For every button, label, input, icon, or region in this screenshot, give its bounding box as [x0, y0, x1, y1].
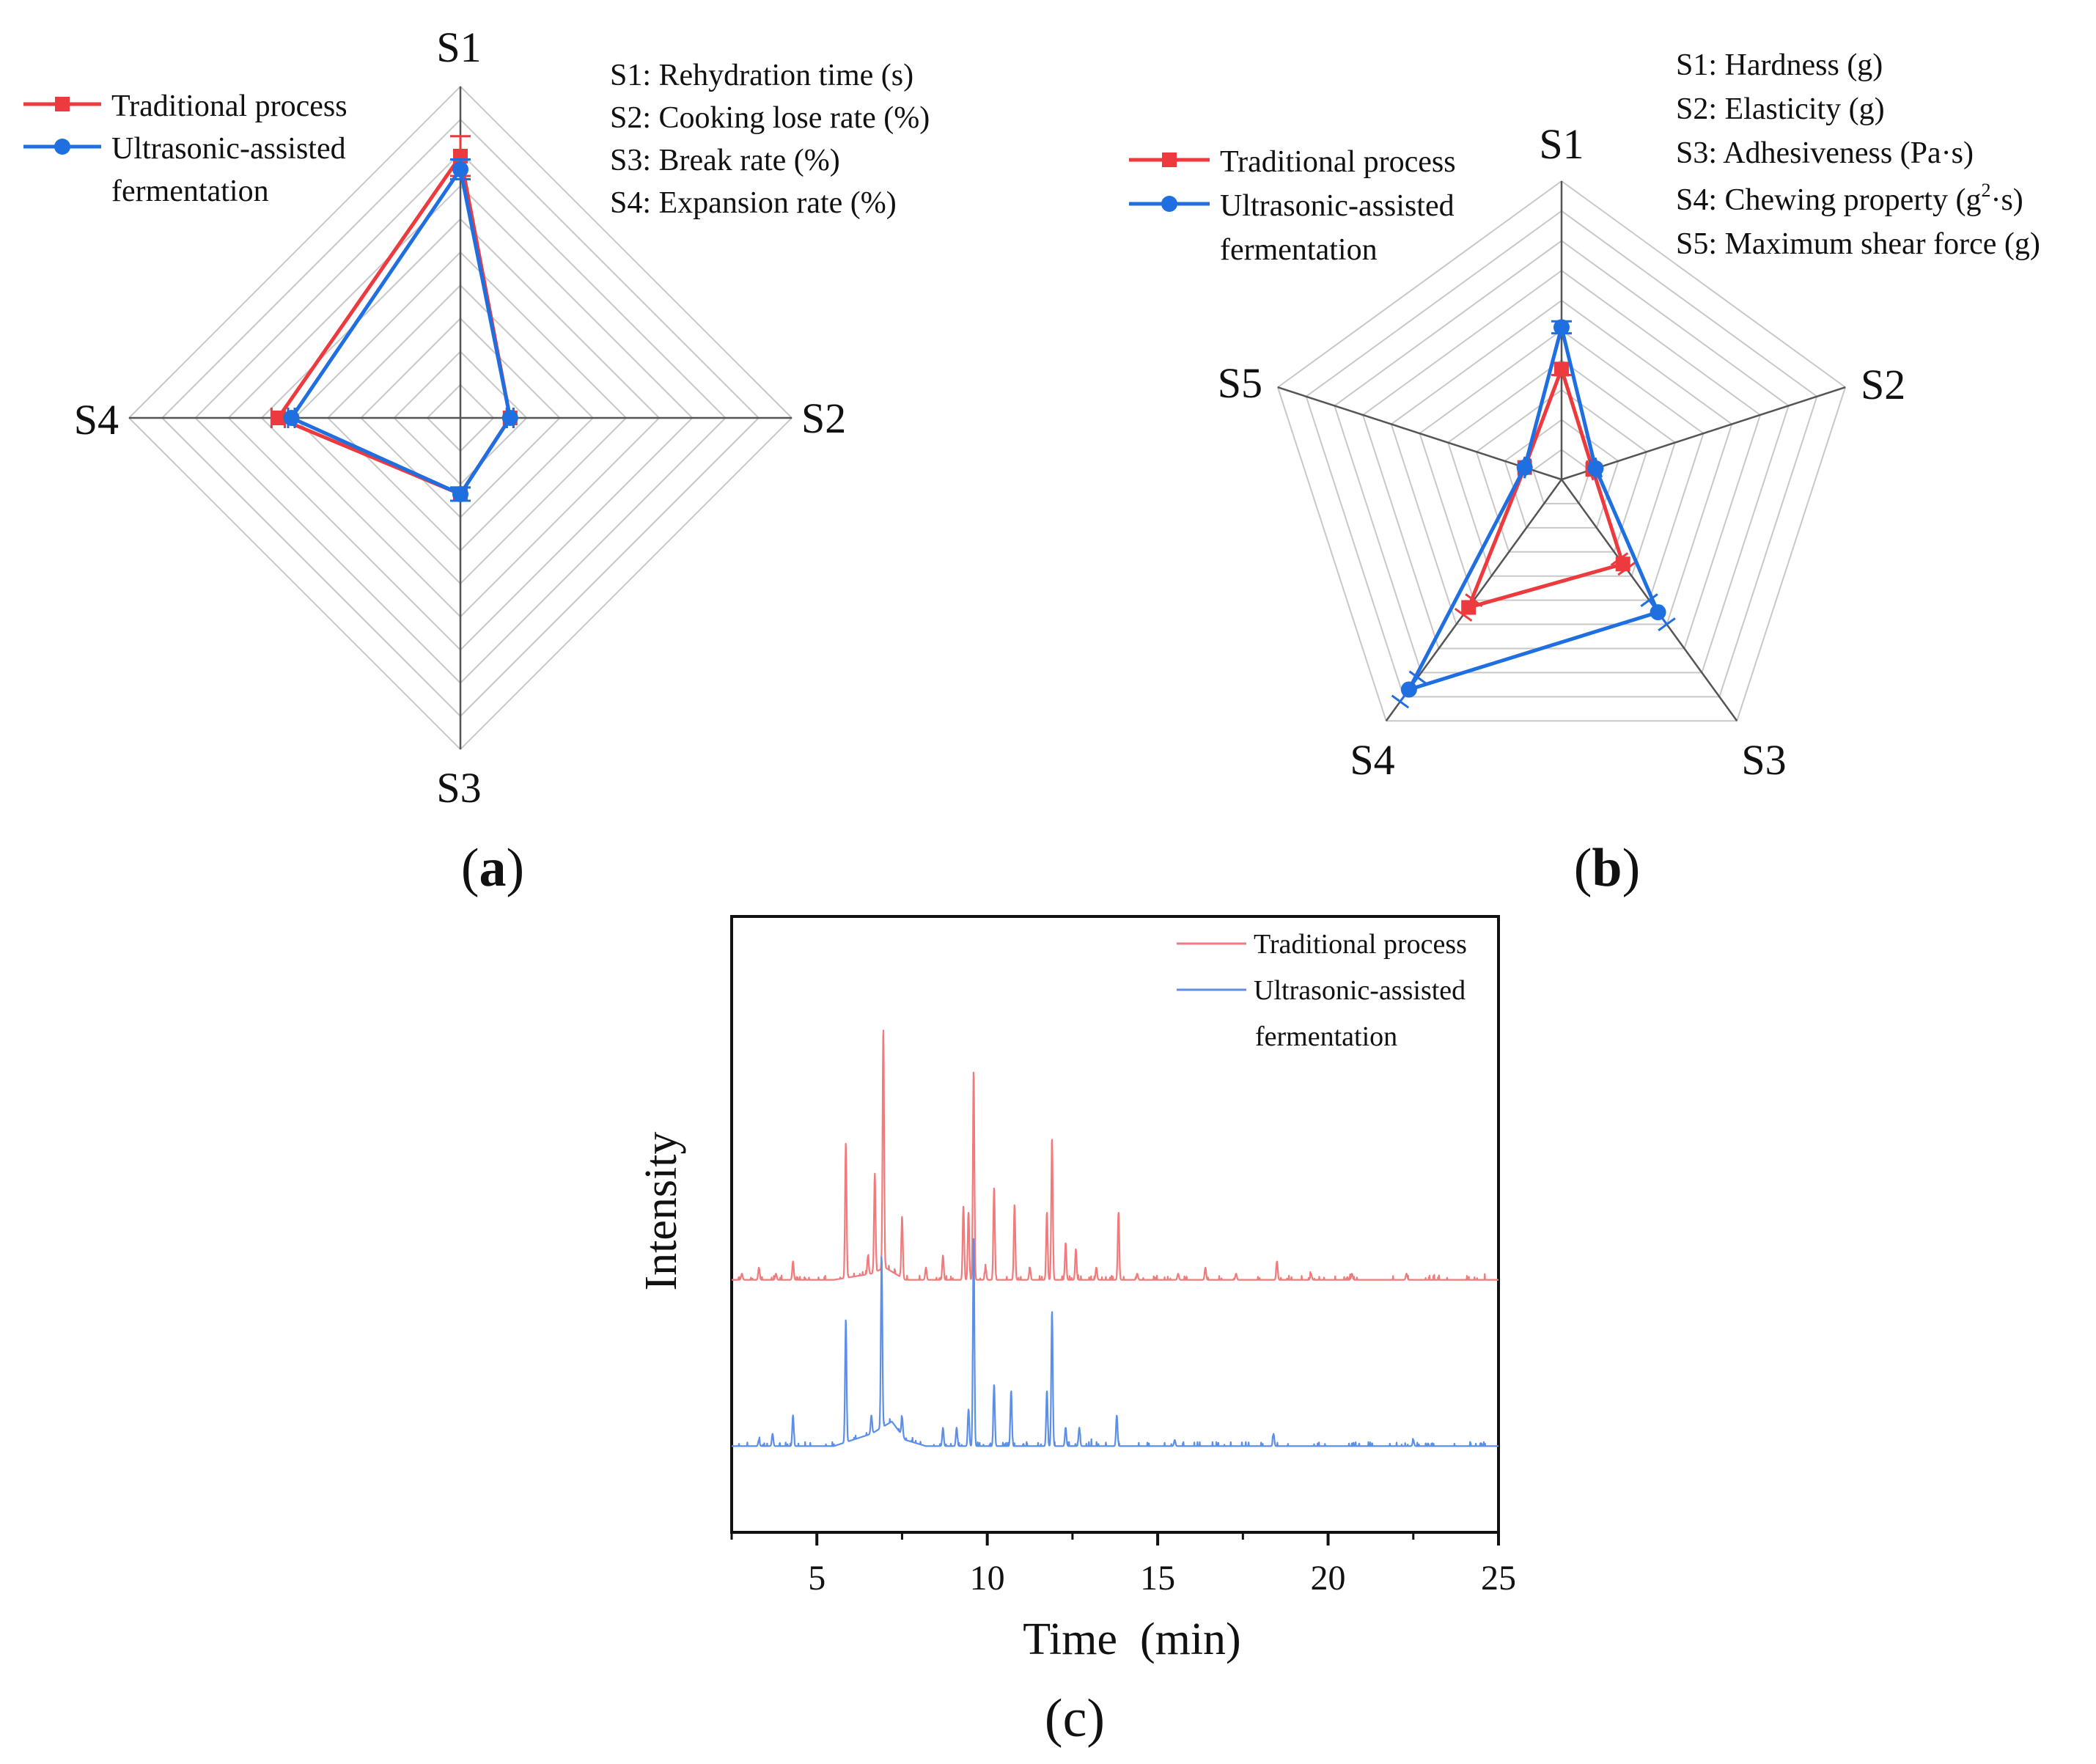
legend-a-ultrasonic-label-line2: fermentation — [111, 174, 269, 208]
legend-a-ultrasonic-marker — [54, 139, 70, 155]
radar-a-series — [270, 135, 518, 502]
radar-b-point-ultrasonic-s3 — [1650, 604, 1666, 621]
chromatogram-traditional — [731, 1029, 1499, 1281]
radar-chart-a: S1 S2 S3 S4 Traditional process Ultrason… — [23, 23, 930, 898]
radar-b-grid-ring — [1276, 180, 1847, 722]
radar-b-grid-ring — [1305, 210, 1818, 698]
plot-frame-c — [730, 915, 1500, 1534]
radar-a-axis-label-s2: S2 — [801, 394, 846, 442]
radar-b-axis-label-s3: S3 — [1741, 736, 1786, 784]
radar-b-series — [1391, 319, 1676, 709]
radar-b-grid-ring — [1419, 329, 1705, 601]
radar-a-axis-label-s3: S3 — [436, 764, 481, 812]
key-b-s2: S2: Elasticity (g) — [1676, 92, 1885, 126]
x-tick-label-c-25: 25 — [1481, 1559, 1516, 1598]
chromatogram-ultrasonic — [731, 1238, 1499, 1447]
radar-b-grid-ring — [1334, 240, 1790, 674]
radar-a-point-traditional-s4 — [271, 411, 286, 425]
legend-a-traditional-marker — [55, 97, 70, 111]
radar-b-grid-ring — [1475, 389, 1648, 553]
radar-b-point-ultrasonic-s4 — [1400, 681, 1417, 698]
y-axis-title-c: Intensity — [636, 1132, 686, 1291]
radar-a-point-ultrasonic-s4 — [283, 410, 300, 426]
panel-label-a: (a) — [461, 838, 524, 898]
radar-b-grid-ring — [1390, 299, 1733, 625]
x-tick-label-c-15: 15 — [1140, 1559, 1175, 1598]
radar-b-errorcap-ultrasonic-s4 — [1408, 670, 1427, 685]
radar-b-axis-label-s2: S2 — [1861, 361, 1905, 408]
radar-b-axis-label-s1: S1 — [1539, 120, 1584, 168]
radar-b-errorcap-ultrasonic-s4 — [1391, 694, 1410, 709]
x-axis-c: 5 10 15 20 25 — [730, 1532, 1516, 1598]
radar-b-spoke-s5 — [1277, 386, 1562, 481]
radar-b-point-ultrasonic-s5 — [1516, 459, 1533, 476]
x-tick-label-c-10: 10 — [970, 1559, 1005, 1598]
radar-b-series-traditional — [1466, 367, 1625, 610]
panel-label-c: (c) — [1045, 1688, 1105, 1749]
legend-c-traditional-label: Traditional process — [1254, 929, 1467, 960]
x-tick-label-c-5: 5 — [808, 1559, 825, 1598]
key-a-s3: S3: Break rate (%) — [610, 144, 840, 177]
key-a-s1: S1: Rehydration time (s) — [610, 59, 913, 92]
legend-a: Traditional process Ultrasonic-assisted … — [23, 89, 348, 208]
key-a-s2: S2: Cooking lose rate (%) — [610, 101, 930, 135]
radar-b-point-traditional-s1 — [1554, 361, 1569, 377]
line-chart-c: 5 10 15 20 25 Time (min) Intensity Tradition… — [636, 915, 1516, 1749]
radar-b-point-traditional-s4 — [1461, 600, 1477, 615]
legend-b: Traditional process Ultrasonic-assisted … — [1129, 145, 1456, 267]
radar-b-point-ultrasonic-s2 — [1587, 460, 1604, 477]
radar-chart-b: S1 S2 S3 S4 S5 Traditional process Ultra… — [1129, 48, 2040, 898]
radar-b-spoke-s2 — [1561, 386, 1846, 481]
chromatogram-series — [731, 1029, 1499, 1447]
radar-b-errorcap-ultrasonic-s3 — [1658, 617, 1676, 632]
radar-b-axis-label-s5: S5 — [1218, 359, 1262, 407]
radar-b-grid-ring — [1446, 359, 1677, 577]
radar-b-axis-label-s4: S4 — [1350, 736, 1394, 784]
radar-b-grid-ring — [1504, 419, 1619, 529]
legend-b-ultrasonic-marker — [1161, 196, 1177, 212]
legend-a-ultrasonic-label: Ultrasonic-assisted — [111, 132, 346, 166]
radar-b-errorcap-ultrasonic-s3 — [1640, 593, 1658, 608]
radar-b-point-ultrasonic-s1 — [1553, 319, 1570, 336]
legend-c-ultrasonic-label: Ultrasonic-assisted — [1254, 975, 1466, 1006]
key-b-s3: S3: Adhesiveness (Pa·s) — [1676, 136, 1974, 170]
radar-a-axis-label-s1: S1 — [436, 23, 481, 71]
radar-b-grid-ring — [1532, 449, 1591, 504]
key-b-s5: S5: Maximum shear force (g) — [1676, 227, 2040, 261]
key-b-s4: S4: Chewing property (g2·s) — [1676, 180, 2023, 217]
x-tick-label-c-20: 20 — [1311, 1559, 1346, 1598]
radar-a-point-ultrasonic-s2 — [501, 410, 518, 426]
radar-b-grid — [1276, 180, 1847, 722]
radar-b-point-traditional-s3 — [1615, 556, 1630, 572]
legend-a-traditional-label: Traditional process — [111, 89, 348, 123]
radar-b-series-ultrasonic — [1407, 325, 1661, 691]
radar-a-series-ultrasonic — [289, 167, 512, 496]
radar-a-series-traditional — [276, 154, 512, 496]
x-axis-title-c: Time (min) — [1023, 1614, 1240, 1664]
key-a-s4: S4: Expansion rate (%) — [610, 186, 897, 220]
legend-b-traditional-label: Traditional process — [1220, 145, 1456, 179]
radar-a-point-ultrasonic-s1 — [452, 161, 468, 177]
radar-b-grid-ring — [1361, 269, 1762, 650]
key-b-s1: S1: Hardness (g) — [1676, 48, 1883, 82]
panel-label-b: (b) — [1574, 838, 1640, 898]
legend-c: Traditional process Ultrasonic-assisted … — [1177, 929, 1467, 1052]
radar-a-axis-label-s4: S4 — [74, 396, 119, 444]
legend-b-traditional-marker — [1162, 152, 1177, 167]
radar-a-point-ultrasonic-s3 — [452, 485, 468, 502]
legend-b-ultrasonic-label: Ultrasonic-assisted — [1220, 189, 1455, 223]
legend-b-ultrasonic-label-line2: fermentation — [1220, 233, 1378, 267]
key-b: S1: Hardness (g) S2: Elasticity (g) S3: … — [1676, 48, 2040, 261]
legend-c-ultrasonic-label-line2: fermentation — [1255, 1021, 1397, 1052]
key-a: S1: Rehydration time (s) S2: Cooking los… — [610, 59, 930, 220]
